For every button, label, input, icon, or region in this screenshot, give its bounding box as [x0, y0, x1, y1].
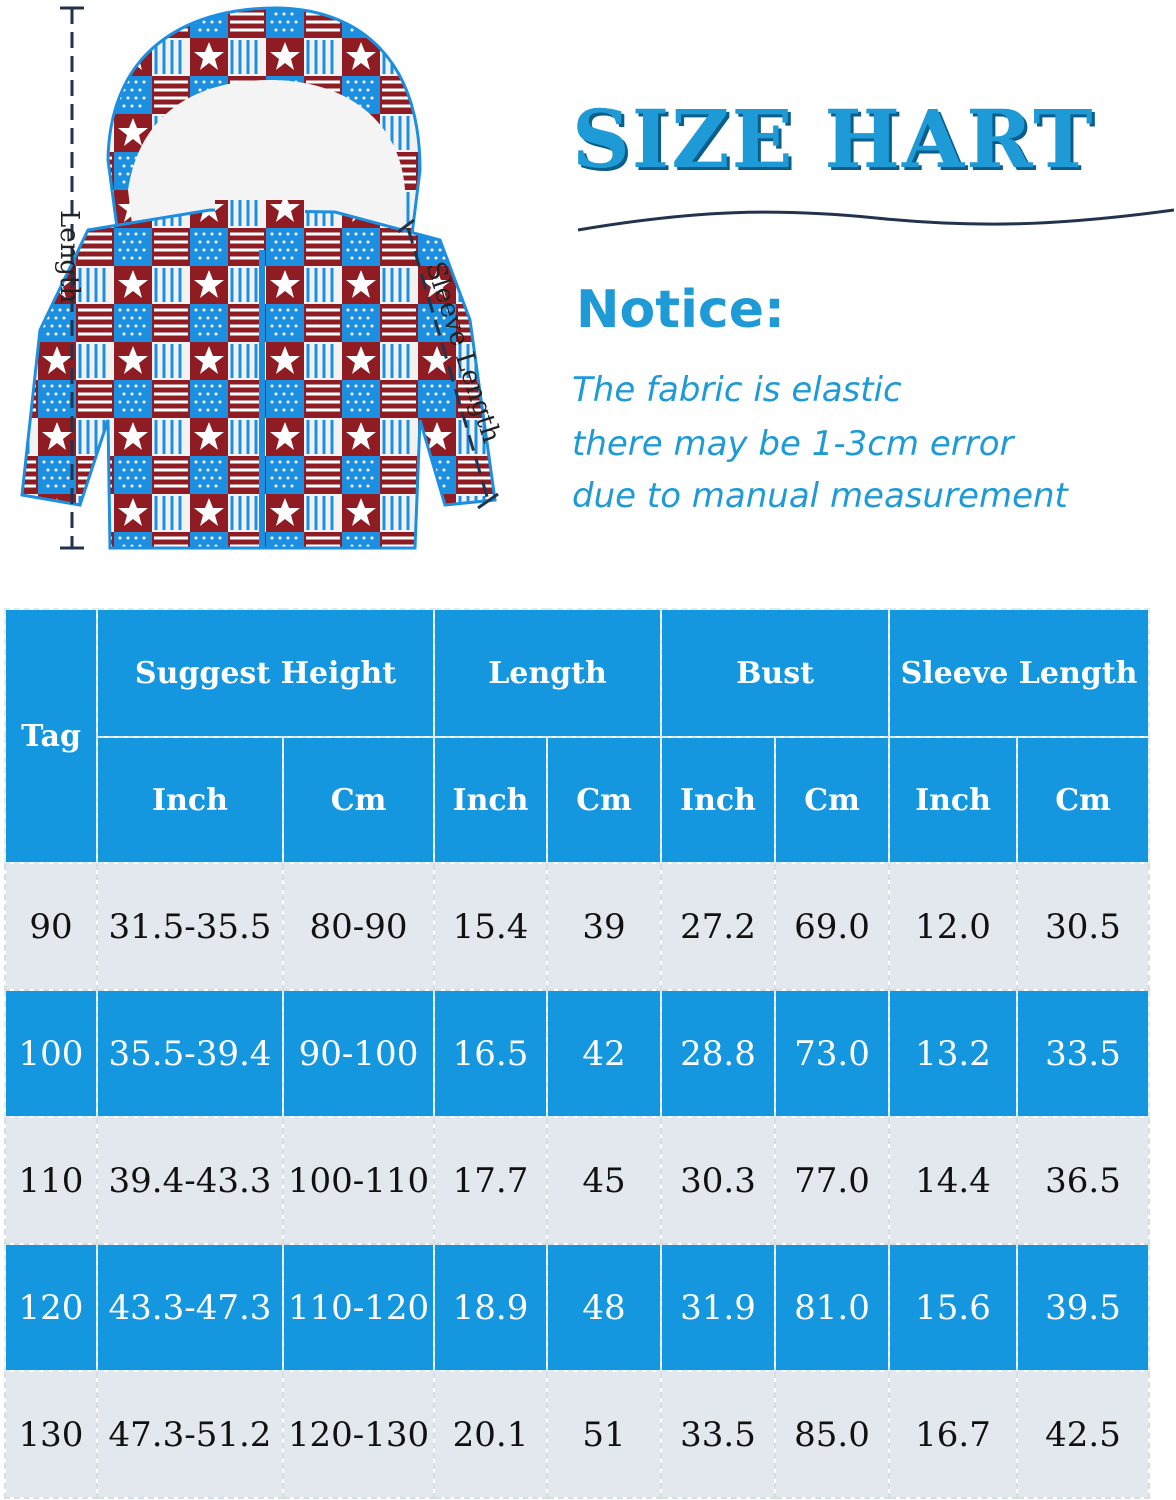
table-cell: 47.3-51.2: [96, 1370, 284, 1499]
header-length: Length: [432, 608, 663, 738]
table-cell: 45: [545, 1116, 663, 1245]
table-cell: 130: [4, 1370, 98, 1499]
table-row: 100 35.5-39.4 90-100 16.5 42 28.8 73.0 1…: [4, 989, 1151, 1118]
table-cell: 15.4: [433, 862, 548, 991]
table-cell: 30.5: [1016, 862, 1151, 991]
table-cell: 100: [4, 989, 98, 1118]
table-cell: 42.5: [1016, 1370, 1151, 1499]
table-cell: 33.5: [1016, 989, 1151, 1118]
header-unit: Cm: [282, 736, 435, 864]
header-unit: Inch: [433, 736, 548, 864]
table-cell: 90: [4, 862, 98, 991]
header-unit: Cm: [774, 736, 891, 864]
header-tag: Tag: [4, 608, 98, 864]
header-unit: Inch: [660, 736, 777, 864]
table-cell: 17.7: [433, 1116, 548, 1245]
table-cell: 39: [545, 862, 663, 991]
table-cell: 12.0: [888, 862, 1019, 991]
table-cell: 30.3: [660, 1116, 777, 1245]
table-cell: 48: [545, 1243, 663, 1372]
table-cell: 33.5: [660, 1370, 777, 1499]
notice-heading: Notice:: [576, 280, 785, 340]
table-cell: 35.5-39.4: [96, 989, 284, 1118]
table-cell: 31.9: [660, 1243, 777, 1372]
table-cell: 16.5: [433, 989, 548, 1118]
table-cell: 110-120: [282, 1243, 435, 1372]
table-cell: 28.8: [660, 989, 777, 1118]
table-cell: 20.1: [433, 1370, 548, 1499]
table-row: 90 31.5-35.5 80-90 15.4 39 27.2 69.0 12.…: [4, 862, 1151, 991]
table-cell: 120: [4, 1243, 98, 1372]
table-cell: 100-110: [282, 1116, 435, 1245]
table-cell: 16.7: [888, 1370, 1019, 1499]
table-cell: 14.4: [888, 1116, 1019, 1245]
title-underline-wave: [577, 208, 1175, 232]
table-cell: 18.9: [433, 1243, 548, 1372]
table-cell: 39.5: [1016, 1243, 1151, 1372]
table-cell: 110: [4, 1116, 98, 1245]
jacket-illustration: Length Sleeve Length: [0, 0, 540, 590]
table-cell: 120-130: [282, 1370, 435, 1499]
table-cell: 13.2: [888, 989, 1019, 1118]
jacket-drawing: [20, 6, 499, 550]
table-row: 110 39.4-43.3 100-110 17.7 45 30.3 77.0 …: [4, 1116, 1151, 1245]
table-cell: 80-90: [282, 862, 435, 991]
table-cell: 90-100: [282, 989, 435, 1118]
notice-line: there may be 1-3cm error: [572, 424, 1014, 464]
header-unit: Cm: [1016, 736, 1151, 864]
table-cell: 85.0: [774, 1370, 891, 1499]
table-cell: 31.5-35.5: [96, 862, 284, 991]
table-cell: 77.0: [774, 1116, 891, 1245]
page-title: SIZE HART: [572, 92, 1095, 186]
table-cell: 51: [545, 1370, 663, 1499]
table-cell: 15.6: [888, 1243, 1019, 1372]
header-unit: Inch: [888, 736, 1019, 864]
header-unit: Cm: [545, 736, 663, 864]
header-sleeve-length: Sleeve Length: [888, 608, 1151, 738]
notice-line: due to manual measurement: [572, 476, 1068, 516]
table-unit-row: Inch Cm Inch Cm Inch Cm Inch Cm: [5, 736, 1151, 864]
table-header-row: Tag Suggest Height Length Bust Sleeve Le…: [4, 608, 1151, 864]
header-bust: Bust: [660, 608, 891, 738]
table-cell: 36.5: [1016, 1116, 1151, 1245]
notice-line: The fabric is elastic: [572, 370, 902, 410]
table-cell: 69.0: [774, 862, 891, 991]
table-cell: 43.3-47.3: [96, 1243, 284, 1372]
table-cell: 73.0: [774, 989, 891, 1118]
table-cell: 42: [545, 989, 663, 1118]
table-row: 120 43.3-47.3 110-120 18.9 48 31.9 81.0 …: [4, 1243, 1151, 1372]
size-chart-table: Tag Suggest Height Length Bust Sleeve Le…: [4, 608, 1151, 1499]
length-dimension-label: Length: [54, 210, 84, 304]
table-cell: 81.0: [774, 1243, 891, 1372]
header-suggest-height: Suggest Height: [96, 608, 435, 738]
header-unit: Inch: [96, 736, 284, 864]
table-row: 130 47.3-51.2 120-130 20.1 51 33.5 85.0 …: [4, 1370, 1151, 1499]
table-cell: 39.4-43.3: [96, 1116, 284, 1245]
table-cell: 27.2: [660, 862, 777, 991]
